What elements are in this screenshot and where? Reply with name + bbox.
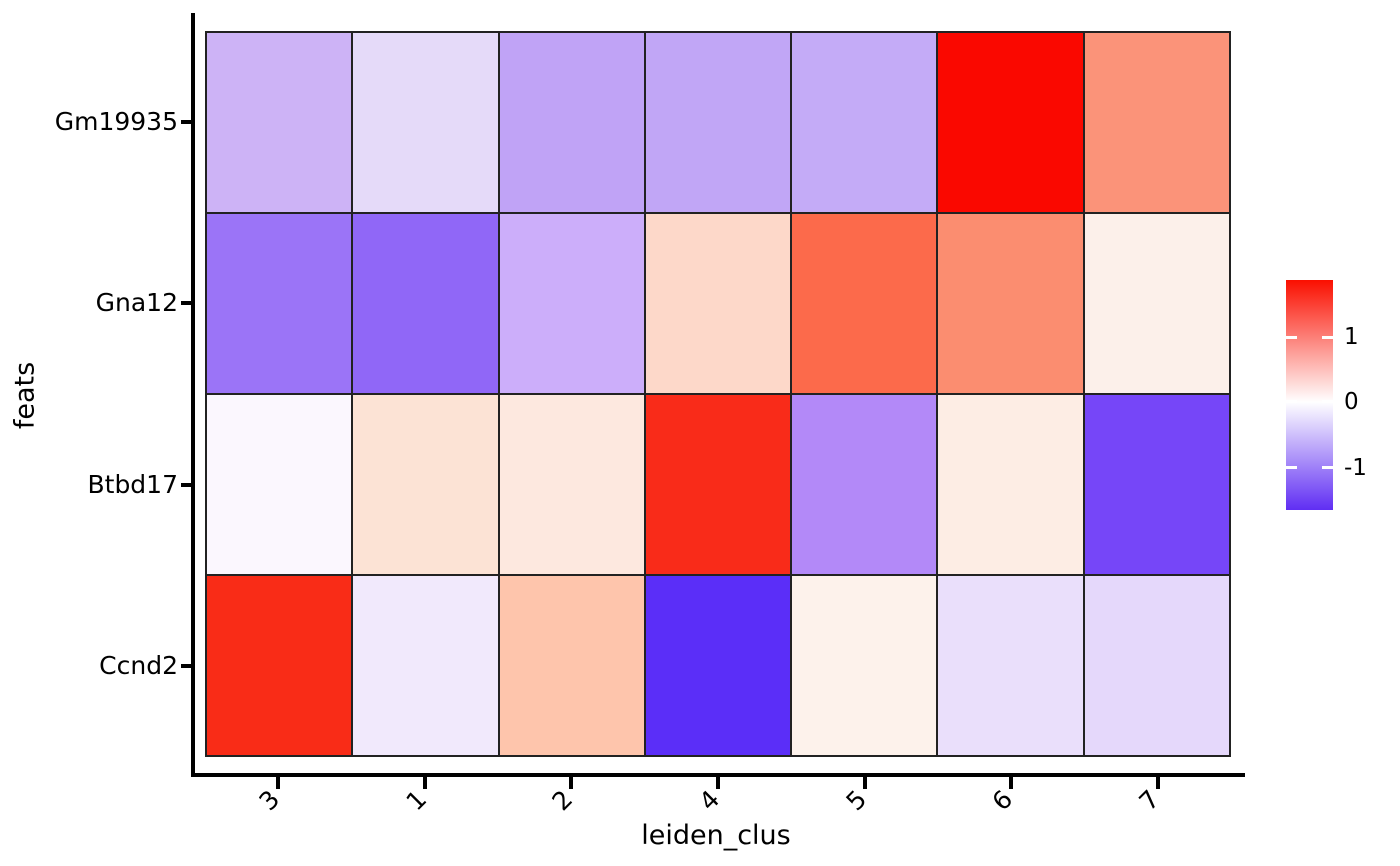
x-axis-title: leiden_clus xyxy=(641,820,791,851)
x-tick-label: 4 xyxy=(693,784,725,816)
heatmap-cell-Gm19935-1 xyxy=(353,33,498,212)
x-tick-mark xyxy=(422,777,427,789)
heatmap-cell-Ccnd2-4 xyxy=(645,576,791,755)
x-tick-label: 2 xyxy=(546,784,579,816)
y-tick-label: Gm19935 xyxy=(54,106,178,136)
heatmap-cell-Btbd17-6 xyxy=(938,395,1083,574)
y-axis-line xyxy=(191,13,195,777)
x-tick-label: 3 xyxy=(253,784,286,816)
x-tick-mark xyxy=(1009,777,1014,789)
y-tick-label: Gna12 xyxy=(95,288,178,318)
heatmap-cell-Ccnd2-3 xyxy=(207,576,352,755)
x-tick-label: 7 xyxy=(1132,784,1165,816)
y-tick-label: Ccnd2 xyxy=(99,651,178,681)
colorbar-tick-label: -1 xyxy=(1344,454,1367,481)
colorbar-tick-left xyxy=(1286,400,1297,404)
heatmap-cell-Gna12-4 xyxy=(645,214,791,393)
y-tick-mark xyxy=(181,664,191,669)
colorbar-tick-label: 0 xyxy=(1344,388,1359,415)
heatmap-cell-Ccnd2-2 xyxy=(499,576,644,755)
heatmap-cell-Btbd17-2 xyxy=(499,395,644,574)
x-tick-label: 5 xyxy=(839,784,872,816)
heatmap-cell-Ccnd2-7 xyxy=(1084,576,1229,755)
y-tick-mark xyxy=(181,482,191,487)
x-tick-label: 1 xyxy=(399,784,432,816)
heatmap-grid xyxy=(205,31,1231,757)
y-tick-label: Btbd17 xyxy=(87,469,178,499)
heatmap-cell-Gna12-5 xyxy=(792,214,937,393)
colorbar-gradient xyxy=(1286,280,1333,510)
colorbar-tick-right xyxy=(1322,400,1333,404)
heatmap-cell-Gm19935-5 xyxy=(792,33,937,212)
y-axis-title: feats xyxy=(9,361,41,430)
x-tick-mark xyxy=(569,777,574,789)
heatmap-cell-Gna12-2 xyxy=(499,214,644,393)
heatmap-cell-Gm19935-3 xyxy=(207,33,352,212)
heatmap-cell-Gna12-3 xyxy=(207,214,352,393)
colorbar-tick-right xyxy=(1322,466,1333,470)
y-tick-mark xyxy=(181,301,191,306)
heatmap-cell-Btbd17-4 xyxy=(645,395,791,574)
heatmap-cell-Gna12-1 xyxy=(353,214,498,393)
heatmap-cell-Gm19935-2 xyxy=(499,33,644,212)
x-tick-mark xyxy=(716,777,720,789)
x-tick-mark xyxy=(276,777,281,789)
heatmap-cell-Ccnd2-6 xyxy=(938,576,1083,755)
y-tick-mark xyxy=(181,119,191,124)
x-tick-mark xyxy=(1155,777,1160,789)
heatmap-cell-Gm19935-6 xyxy=(938,33,1083,212)
x-tick-label: 6 xyxy=(986,784,1019,816)
heatmap-cell-Gm19935-7 xyxy=(1084,33,1229,212)
colorbar-tick-label: 1 xyxy=(1344,324,1359,351)
heatmap-cell-Btbd17-7 xyxy=(1084,395,1229,574)
colorbar-tick-right xyxy=(1322,335,1333,339)
heatmap-cell-Gna12-6 xyxy=(938,214,1083,393)
colorbar-tick-left xyxy=(1286,466,1297,470)
heatmap-cell-Ccnd2-1 xyxy=(353,576,498,755)
heatmap-cell-Btbd17-5 xyxy=(792,395,937,574)
heatmap-cell-Gm19935-4 xyxy=(645,33,791,212)
heatmap-cell-Btbd17-1 xyxy=(353,395,498,574)
x-tick-mark xyxy=(862,777,867,789)
heatmap-cell-Ccnd2-5 xyxy=(792,576,937,755)
x-axis-line xyxy=(191,773,1245,777)
colorbar-tick-left xyxy=(1286,335,1297,339)
heatmap-cell-Btbd17-3 xyxy=(207,395,352,574)
heatmap-cell-Gna12-7 xyxy=(1084,214,1229,393)
